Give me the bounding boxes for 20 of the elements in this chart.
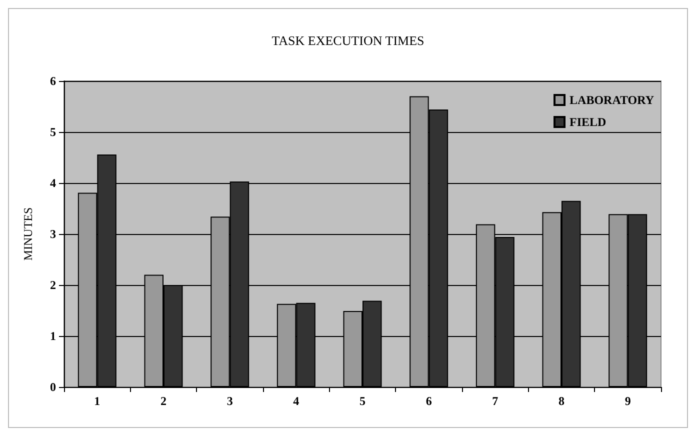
y-tick-label: 3 <box>50 227 56 241</box>
y-axis-title: MINUTES <box>21 207 35 261</box>
chart-title: TASK EXECUTION TIMES <box>272 33 424 48</box>
x-tick-label: 3 <box>226 394 233 408</box>
legend-label: LABORATORY <box>570 93 654 107</box>
y-tick-label: 2 <box>50 278 56 292</box>
x-tick-label: 6 <box>426 394 432 408</box>
y-tick-label: 5 <box>50 125 56 139</box>
x-tick-label: 5 <box>360 394 366 408</box>
legend-label: FIELD <box>570 115 607 129</box>
y-tick-label: 1 <box>50 329 56 343</box>
x-tick-label: 2 <box>160 394 166 408</box>
x-tick-label: 1 <box>94 394 100 408</box>
y-tick-label: 0 <box>50 380 56 394</box>
y-tick-label: 6 <box>50 74 56 88</box>
x-tick-label: 7 <box>492 394 498 408</box>
x-tick-label: 8 <box>558 394 564 408</box>
x-tick-label: 4 <box>293 394 300 408</box>
x-tick-label: 9 <box>624 394 631 408</box>
y-tick-label: 4 <box>50 176 56 190</box>
